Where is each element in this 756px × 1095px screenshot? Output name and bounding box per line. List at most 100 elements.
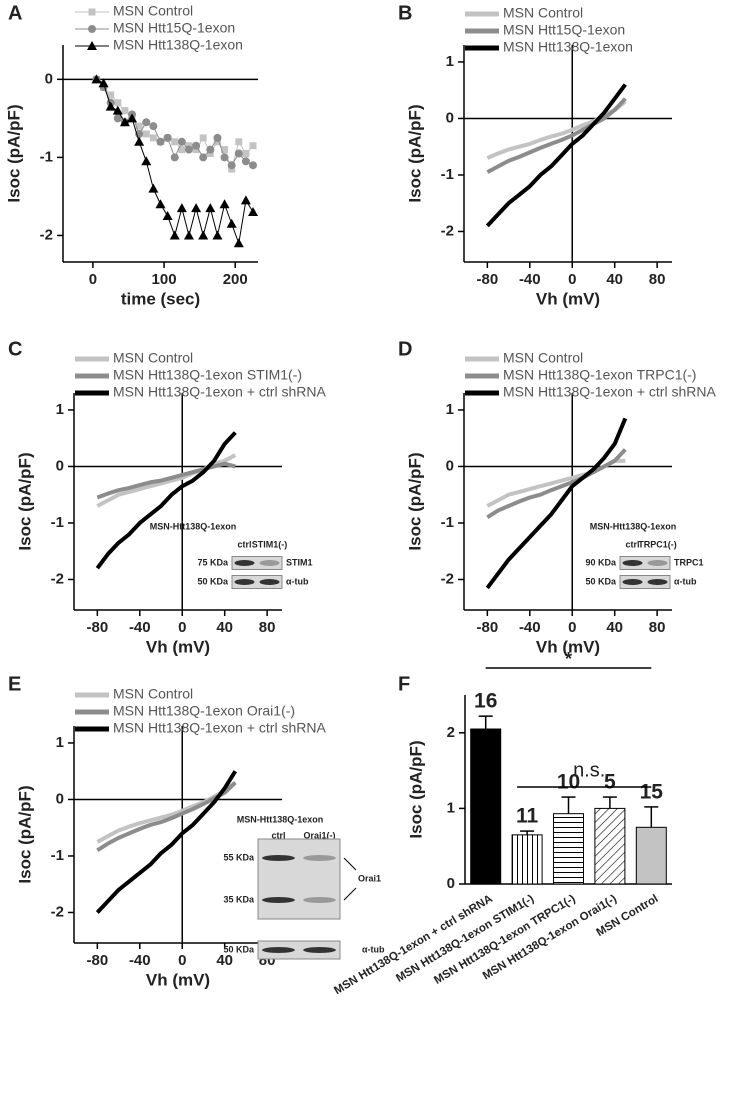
bar xyxy=(470,728,502,885)
band-label: TRPC1 xyxy=(674,557,704,567)
marker xyxy=(114,99,122,107)
lane-label: ctrl xyxy=(237,539,251,549)
lane-label: TRPC1(-) xyxy=(638,539,677,549)
series-line xyxy=(486,448,627,520)
x-tick-label: -80 xyxy=(477,619,499,636)
blot xyxy=(257,838,341,920)
series-line xyxy=(485,417,628,590)
panel-letter: A xyxy=(8,2,22,24)
series-line xyxy=(95,770,238,914)
y-axis-label: Isoc (pA/pF) xyxy=(15,452,34,550)
x-tick-label: 40 xyxy=(606,619,623,636)
lane-label: Orai1(-) xyxy=(303,830,335,840)
y-tick-label: -2 xyxy=(51,903,64,920)
band xyxy=(262,855,295,861)
x-tick-label: -40 xyxy=(129,619,151,636)
marker xyxy=(191,203,202,213)
band xyxy=(622,560,643,566)
y-tick-label: 1 xyxy=(56,734,64,751)
x-tick-label: -40 xyxy=(129,952,151,969)
y-tick-label: 0 xyxy=(45,70,53,87)
x-tick-label: 40 xyxy=(606,271,623,288)
marker xyxy=(235,138,243,146)
marker xyxy=(220,153,229,162)
marker xyxy=(240,195,251,205)
y-axis-label: Isoc (pA/pF) xyxy=(406,740,425,838)
x-tick-label: -80 xyxy=(87,619,109,636)
inset-title: MSN-Htt138Q-1exon xyxy=(590,521,677,531)
lane-label: ctrl xyxy=(271,830,285,840)
legend-label: MSN Htt15Q-1exon xyxy=(503,22,625,38)
x-tick-label: 0 xyxy=(178,619,186,636)
n-label: 16 xyxy=(474,690,497,713)
marker xyxy=(88,25,96,33)
marker xyxy=(135,122,143,130)
panel-letter: D xyxy=(398,338,412,360)
series-line xyxy=(96,461,236,500)
x-tick-label: 80 xyxy=(259,619,276,636)
y-tick-label: -2 xyxy=(51,570,64,587)
marker xyxy=(178,146,186,154)
marker xyxy=(176,203,187,213)
marker xyxy=(155,199,166,209)
y-tick-label: 0 xyxy=(447,875,455,892)
marker xyxy=(249,161,258,170)
kda-label: 50 KDa xyxy=(223,944,255,954)
inset-title: MSN-Htt138Q-1exon xyxy=(150,521,237,531)
kda-label: 90 KDa xyxy=(585,557,617,567)
panel-letter: E xyxy=(8,673,21,695)
y-tick-label: 0 xyxy=(56,790,64,807)
legend-label: MSN Htt138Q-1exon xyxy=(113,37,243,53)
n-label: 10 xyxy=(557,771,580,794)
marker xyxy=(121,107,129,115)
marker xyxy=(248,207,259,217)
band-label: Orai1 xyxy=(358,873,381,883)
x-tick-label: 0 xyxy=(178,952,186,969)
x-tick-label: 0 xyxy=(568,619,576,636)
marker xyxy=(142,118,151,127)
marker xyxy=(119,117,130,127)
marker xyxy=(87,41,97,50)
band xyxy=(303,947,336,953)
marker xyxy=(88,8,96,16)
legend-label: MSN Control xyxy=(503,350,583,366)
blot xyxy=(231,556,283,570)
blot xyxy=(619,556,671,570)
y-tick-label: 1 xyxy=(446,401,454,418)
marker xyxy=(169,230,180,240)
arrow xyxy=(343,857,357,901)
y-tick-label: 2 xyxy=(447,724,455,741)
band xyxy=(647,560,668,566)
legend-label: MSN Control xyxy=(113,686,193,702)
marker xyxy=(149,134,157,142)
marker xyxy=(149,122,158,131)
marker xyxy=(199,134,207,142)
n-label: 11 xyxy=(516,805,539,828)
marker xyxy=(249,142,257,150)
lane-label: ctrl xyxy=(625,539,639,549)
x-tick-label: -40 xyxy=(519,271,541,288)
y-tick-label: 1 xyxy=(447,799,455,816)
marker xyxy=(206,145,215,154)
x-axis-label: Vh (mV) xyxy=(146,637,210,656)
x-tick-label: 0 xyxy=(568,271,576,288)
x-tick-label: 40 xyxy=(216,952,233,969)
series-line xyxy=(96,781,237,853)
y-tick-label: -1 xyxy=(51,847,64,864)
series-line xyxy=(96,780,237,844)
panel-letter: B xyxy=(398,2,412,24)
lane-label: STIM1(-) xyxy=(252,539,288,549)
panel-letter: C xyxy=(8,338,22,360)
band-label: STIM1 xyxy=(286,557,313,567)
y-tick-label: -1 xyxy=(51,514,64,531)
kda-label: 50 KDa xyxy=(197,576,229,586)
x-tick-label: 0 xyxy=(89,271,97,288)
marker xyxy=(142,130,150,138)
band xyxy=(647,579,668,585)
marker xyxy=(192,141,201,150)
legend-label: MSN Htt138Q-1exon TRPC1(-) xyxy=(503,367,696,383)
legend-label: MSN Htt138Q-1exon + ctrl shRNA xyxy=(113,720,326,736)
series-line xyxy=(96,79,254,166)
y-tick-label: -2 xyxy=(40,226,53,243)
